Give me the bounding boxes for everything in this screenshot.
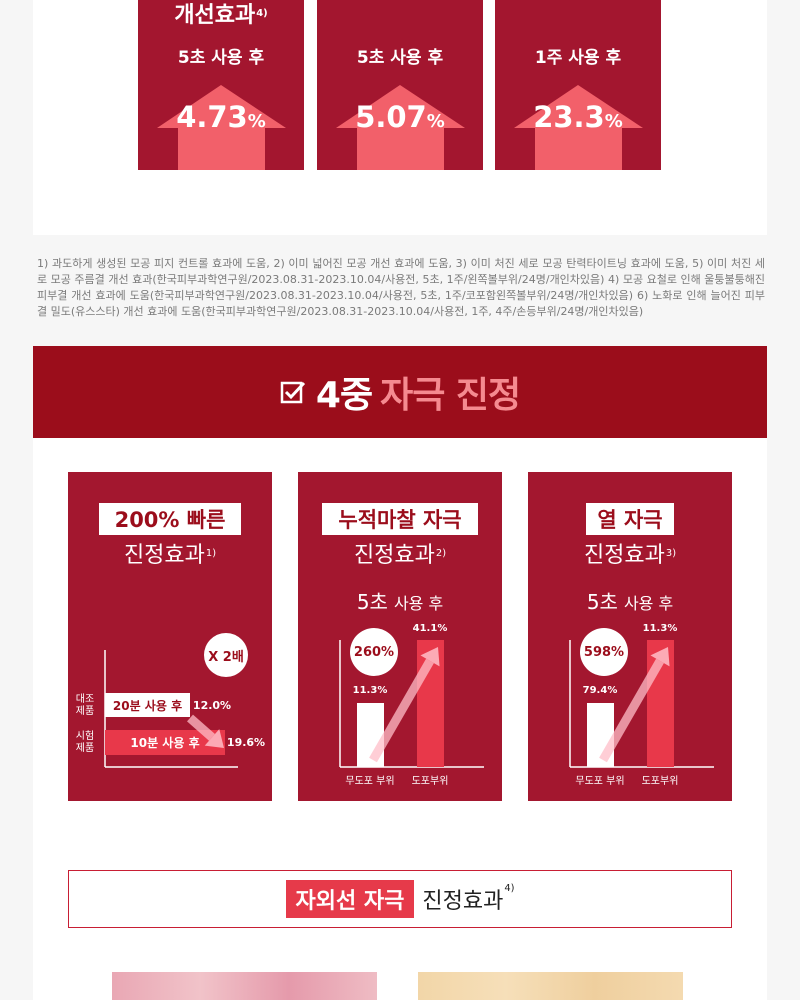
card-note: 3) [665,547,677,559]
value-unit: % [426,111,445,132]
card-title-text: 진정효과 [353,543,435,568]
uv-title: 자외선 자극 진정효과4) [68,870,732,928]
trend-arrow [187,714,215,741]
row-group-line: 대조 [75,693,95,705]
card: 200% 빠른 진정효과 1) X 2배 대조 제품 20분 사용 후 12.0% 시험 제품 10… [68,472,272,801]
caption-rest: 사용 후 [623,594,674,613]
top-card: 1주 사용 후 23.3% [495,0,661,170]
card-title: 진정효과 2) [298,538,502,568]
caption-lead: 5초 [586,590,618,614]
top-card: 개선효과 4) 5초 사용 후 4.73% [138,0,304,170]
top-card-caption: 1주 사용 후 [534,47,622,68]
check-icon [280,381,306,404]
card-caption: 5초 사용 후 [298,586,502,614]
uv-title-text: 진정효과 [422,889,504,914]
top-card-value: 23.3% [495,100,661,136]
up-arrow [157,85,286,170]
row-group: 시험 제품 [70,730,100,755]
card: 누적마찰 자극 진정효과 2) 5초 사용 후 260% 11.3% 무도포 부위 41.1% 도… [298,472,502,801]
footnote: 1) 과도하게 생성된 모공 피지 컨트롤 효과에 도움, 2) 이미 넓어진 … [37,257,765,318]
arrow-shape [514,85,643,170]
card-caption: 5초 사용 후 [528,586,732,614]
uv-highlight: 자외선 자극 [285,880,415,918]
card-title-text: 진정효과 [583,543,665,568]
badge: X 2배 [208,649,244,665]
trend-arrow-head [420,647,440,667]
banner-title: 4중 자극 진정 [33,346,767,438]
uv-text: 진정효과4) [422,883,514,915]
badge-circle [350,628,398,676]
mini-chart [569,628,714,768]
banner-highlight: 자극 진정 [380,375,521,416]
top-card: 5초 사용 후 5.07% [317,0,483,170]
bar-name: 무도포 부위 [575,775,625,787]
bar-value: 79.4% [582,684,618,696]
top-card-caption: 5초 사용 후 [177,47,265,68]
mini-chart [339,628,484,768]
top-card-value: 4.73% [138,100,304,136]
trend-arrow [369,658,434,763]
top-card-heading: 개선효과 4) [138,0,304,28]
trend-arrow [599,658,664,763]
row-value: 19.6% [226,736,266,749]
bar-value: 11.3% [642,622,678,634]
bar-name: 도포부위 [641,775,679,787]
trend-arrow-head [204,729,224,748]
value-number: 4.73 [176,100,248,134]
bar [105,693,190,717]
sample-image [112,972,377,1000]
bar-value: 41.1% [412,622,448,634]
badge-circle [580,628,628,676]
value-unit: % [247,111,266,132]
up-arrow [514,85,643,170]
badge: 260% [353,644,395,660]
trend-arrow-head [650,647,670,667]
uv-note: 4) [504,883,515,894]
card: 열 자극 진정효과 3) 5초 사용 후 598% 79.4% 무도포 부위 11.3% 도포부위 [528,472,732,801]
row-group-line: 제품 [75,742,95,754]
arrow-shape [157,85,286,170]
card-label: 열 자극 [586,503,674,535]
card-title: 진정효과 3) [528,538,732,568]
top-card-value: 5.07% [317,100,483,136]
bar-name: 도포부위 [411,775,449,787]
card-note: 2) [435,547,447,559]
bar-value: 11.3% [352,684,388,696]
heading-note: 4) [256,7,268,19]
row-value: 12.0% [192,699,232,712]
arrow-shape [336,85,465,170]
bar-label: 10분 사용 후 [130,736,200,750]
heading-text: 개선효과 [174,3,256,28]
uv-box [68,870,732,928]
value-number: 5.07 [355,100,427,134]
badge: 598% [583,644,625,660]
banner-lead: 4중 [315,375,373,416]
row-group: 대조 제품 [70,693,100,718]
mini-chart [104,633,248,768]
caption-lead: 5초 [356,590,388,614]
badge-circle [204,633,248,677]
row-group-line: 제품 [75,705,95,717]
value-number: 23.3 [533,100,605,134]
bar-name: 무도포 부위 [345,775,395,787]
row-group-line: 시험 [75,730,95,742]
card-title: 진정효과 1) [68,538,272,568]
sample-image [418,972,683,1000]
caption-rest: 사용 후 [393,594,444,613]
banner [33,346,767,438]
card-label: 누적마찰 자극 [322,503,478,535]
bar-label: 20분 사용 후 [112,699,183,713]
card-title-text: 진정효과 [123,543,205,568]
top-card-caption: 5초 사용 후 [356,47,444,68]
value-unit: % [604,111,623,132]
card-note: 1) [205,547,217,559]
card-label: 200% 빠른 [99,503,241,535]
up-arrow [336,85,465,170]
